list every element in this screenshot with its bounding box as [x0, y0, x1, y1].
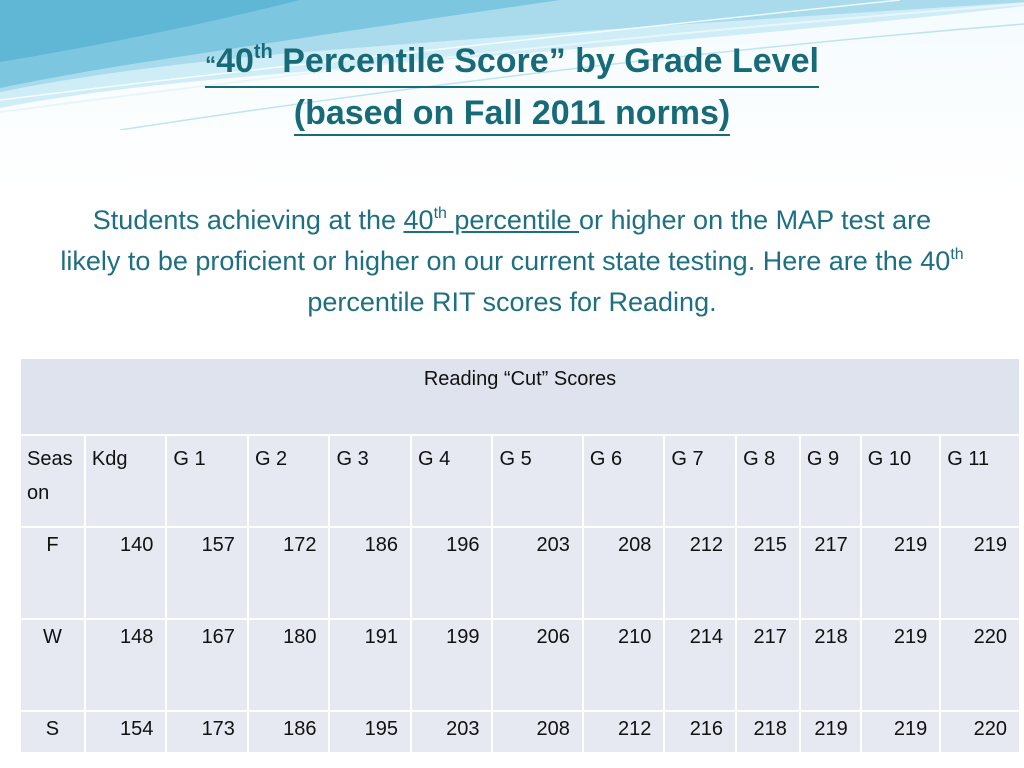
- reading-cut-scores-table: Reading “Cut” Scores Seas on Kdg G 1 G 2 …: [19, 357, 1021, 754]
- table-header-cell: Kdg: [83, 434, 168, 528]
- score-cell: 219: [859, 526, 942, 620]
- table-header-cell: G 2: [246, 434, 331, 528]
- table-header-cell: G 7: [663, 434, 738, 528]
- percentile-link[interactable]: 40th percentile: [404, 205, 579, 235]
- score-cell: 208: [491, 710, 584, 754]
- season-cell: W: [19, 618, 86, 712]
- table-header-cell: G 1: [165, 434, 249, 528]
- score-cell: 216: [663, 710, 738, 754]
- title-number: 40: [216, 42, 254, 80]
- score-cell: 154: [83, 710, 168, 754]
- score-cell: 210: [581, 618, 666, 712]
- score-cell: 203: [491, 526, 584, 620]
- season-cell: F: [19, 526, 86, 620]
- subtitle-part-3: percentile RIT scores for Reading.: [307, 287, 717, 317]
- title-line-1: “40th Percentile Score” by Grade Level: [205, 42, 819, 88]
- score-cell: 219: [939, 526, 1021, 620]
- score-cell: 167: [165, 618, 249, 712]
- score-cell: 215: [735, 526, 801, 620]
- score-cell: 208: [581, 526, 666, 620]
- score-cell: 217: [798, 526, 862, 620]
- link-number: 40: [403, 205, 434, 235]
- score-cell: 219: [798, 710, 862, 754]
- subtitle-superscript: th: [950, 246, 964, 263]
- table-caption-row: Reading “Cut” Scores: [19, 357, 1021, 436]
- score-cell: 199: [409, 618, 494, 712]
- score-cell: 140: [83, 526, 168, 620]
- table-header-cell: G 9: [798, 434, 862, 528]
- slide-subtitle: Students achieving at the 40th percentil…: [60, 200, 964, 323]
- score-cell: 203: [409, 710, 494, 754]
- subtitle-part-1: Students achieving at the: [92, 205, 404, 235]
- score-cell: 195: [328, 710, 412, 754]
- score-cell: 206: [491, 618, 584, 712]
- score-cell: 186: [246, 710, 331, 754]
- score-cell: 173: [165, 710, 249, 754]
- subtitle-part-2: or higher on the MAP test are likely to …: [60, 205, 951, 276]
- score-cell: 186: [328, 526, 412, 620]
- score-cell: 219: [859, 710, 942, 754]
- score-cell: 217: [735, 618, 801, 712]
- score-cell: 172: [246, 526, 331, 620]
- season-header-top: Seas: [27, 448, 73, 470]
- table-header-cell: G 4: [409, 434, 494, 528]
- score-cell: 191: [328, 618, 412, 712]
- link-superscript: th: [433, 205, 447, 222]
- decorative-wave-header: [0, 0, 1024, 130]
- table-row: F 140 157 172 186 196 203 208 212 215 21…: [19, 526, 1021, 620]
- title-line-2: (based on Fall 2011 norms): [293, 94, 731, 136]
- table-row: W 148 167 180 191 199 206 210 214 217 21…: [19, 618, 1021, 712]
- title-open-quote: “: [205, 52, 217, 77]
- table-header-cell: G 10: [859, 434, 942, 528]
- table-row: S 154 173 186 195 203 208 212 216 218 21…: [19, 710, 1021, 754]
- score-cell: 214: [663, 618, 738, 712]
- score-cell: 180: [246, 618, 331, 712]
- score-cell: 218: [798, 618, 862, 712]
- score-cell: 196: [409, 526, 494, 620]
- score-cell: 219: [859, 618, 942, 712]
- table-header-row: Seas on Kdg G 1 G 2 G 3 G 4 G 5 G 6 G 7 G…: [19, 434, 1021, 528]
- score-cell: 157: [165, 526, 249, 620]
- score-cell: 148: [83, 618, 168, 712]
- score-cell: 212: [663, 526, 738, 620]
- title-superscript: th: [253, 41, 273, 63]
- season-header-bottom: on: [27, 482, 50, 504]
- table-header-cell: G 5: [491, 434, 584, 528]
- table-header-cell: G 8: [735, 434, 801, 528]
- title-rest: Percentile Score” by Grade Level: [272, 42, 819, 80]
- score-cell: 218: [735, 710, 801, 754]
- table-header-cell: Seas on: [19, 434, 86, 528]
- table-header-cell: G 11: [939, 434, 1021, 528]
- table-caption: Reading “Cut” Scores: [19, 357, 1021, 436]
- score-cell: 220: [939, 618, 1021, 712]
- season-cell: S: [19, 710, 86, 754]
- score-cell: 220: [939, 710, 1021, 754]
- link-rest: percentile: [446, 205, 579, 235]
- table-header-cell: G 3: [328, 434, 412, 528]
- table-header-cell: G 6: [581, 434, 666, 528]
- slide-title: “40th Percentile Score” by Grade Level (…: [100, 36, 924, 138]
- score-cell: 212: [581, 710, 666, 754]
